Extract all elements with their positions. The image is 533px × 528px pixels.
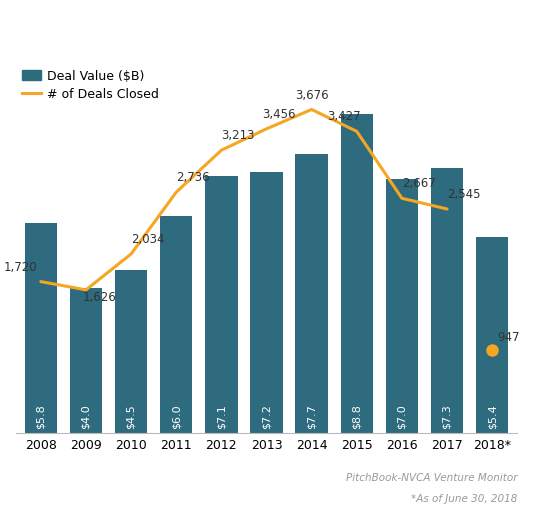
Text: PitchBook-NVCA Venture Monitor: PitchBook-NVCA Venture Monitor [345,473,517,483]
Bar [25,223,57,433]
Text: 1,720: 1,720 [4,261,37,274]
Text: *As of June 30, 2018: *As of June 30, 2018 [410,494,517,504]
Text: 2,667: 2,667 [402,177,435,190]
Text: 2,034: 2,034 [131,233,165,246]
Text: $4.5: $4.5 [126,404,136,429]
Text: $6.0: $6.0 [171,404,181,429]
Bar [476,237,508,433]
Bar [115,270,147,433]
Text: 3,213: 3,213 [221,129,255,142]
Bar [295,154,328,433]
Text: 3,676: 3,676 [295,89,328,101]
Bar [70,288,102,433]
Bar [341,114,373,433]
Bar [205,176,238,433]
Bar [431,168,463,433]
Text: 2,736: 2,736 [176,171,210,184]
Bar [160,215,192,433]
Text: 3,427: 3,427 [328,110,361,124]
Text: 3,456: 3,456 [262,108,295,121]
Text: $5.4: $5.4 [487,404,497,429]
Bar [386,180,418,433]
Bar [251,172,282,433]
Text: 2,545: 2,545 [447,188,481,201]
Text: 1,626: 1,626 [82,291,116,304]
Legend: Deal Value ($B), # of Deals Closed: Deal Value ($B), # of Deals Closed [22,70,159,101]
Text: $7.3: $7.3 [442,404,452,429]
Text: $8.8: $8.8 [352,404,362,429]
Text: $7.1: $7.1 [216,404,227,429]
Text: $7.2: $7.2 [262,404,271,429]
Text: $4.0: $4.0 [81,404,91,429]
Text: $7.7: $7.7 [306,404,317,429]
Text: 947: 947 [498,331,520,344]
Text: $5.8: $5.8 [36,404,46,429]
Text: $7.0: $7.0 [397,404,407,429]
